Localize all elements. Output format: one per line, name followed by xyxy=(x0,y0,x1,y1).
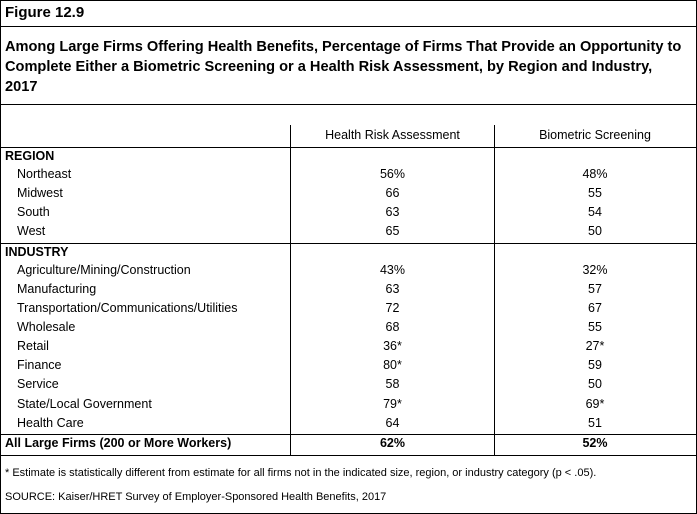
hra-value: 36* xyxy=(383,339,402,353)
row-label: Manufacturing xyxy=(17,282,97,296)
table-row: Retail 36* 27* xyxy=(0,337,697,356)
source-note: SOURCE: Kaiser/HRET Survey of Employer-S… xyxy=(5,491,387,503)
table-row: Finance 80* 59 xyxy=(0,356,697,375)
hra-value: 58 xyxy=(385,377,400,391)
total-biometric-value: 52% xyxy=(582,436,608,450)
biometric-value: 55 xyxy=(588,320,602,334)
table-row: State/Local Government 79* 69* xyxy=(0,395,697,414)
biometric-value: 55 xyxy=(588,186,602,200)
row-label: Finance xyxy=(17,358,62,372)
hra-value: 65 xyxy=(385,224,400,238)
section-heading-industry: INDUSTRY xyxy=(5,245,69,259)
divider xyxy=(0,455,697,456)
hra-value: 63 xyxy=(385,205,400,219)
hra-value: 68 xyxy=(385,320,400,334)
biometric-value: 54 xyxy=(588,205,602,219)
divider xyxy=(0,104,697,105)
figure-title: Among Large Firms Offering Health Benefi… xyxy=(5,39,682,95)
biometric-value: 69* xyxy=(585,397,605,411)
biometric-value: 32% xyxy=(582,263,608,277)
column-divider xyxy=(494,125,495,455)
divider xyxy=(0,26,697,27)
footnote: * Estimate is statistically different fr… xyxy=(5,467,597,479)
table-row: Service 58 50 xyxy=(0,375,697,394)
total-hra-value: 62% xyxy=(379,436,406,450)
row-label: Health Care xyxy=(17,416,84,430)
biometric-value: 48% xyxy=(582,167,608,181)
table-row: Wholesale 68 55 xyxy=(0,318,697,337)
biometric-value: 51 xyxy=(588,416,602,430)
biometric-value: 59 xyxy=(588,358,602,372)
biometric-value: 50 xyxy=(588,377,602,391)
table-row: Health Care 64 51 xyxy=(0,414,697,433)
row-label: South xyxy=(17,205,50,219)
table-row: Agriculture/Mining/Construction 43% 32% xyxy=(0,261,697,280)
hra-value: 64 xyxy=(385,416,400,430)
table-row: Midwest 66 55 xyxy=(0,184,697,203)
column-header-hra: Health Risk Assessment xyxy=(325,128,460,142)
biometric-value: 67 xyxy=(588,301,602,315)
row-label: West xyxy=(17,224,46,238)
hra-value: 66 xyxy=(385,186,400,200)
row-label: Wholesale xyxy=(17,320,76,334)
hra-value: 72 xyxy=(385,301,400,315)
divider xyxy=(0,243,697,244)
row-label: State/Local Government xyxy=(17,397,152,411)
column-header-biometric: Biometric Screening xyxy=(539,128,651,142)
table-row: West 65 50 xyxy=(0,222,697,241)
row-label: Midwest xyxy=(17,186,63,200)
table-row: Transportation/Communications/Utilities … xyxy=(0,299,697,318)
divider xyxy=(0,147,697,148)
row-label: Retail xyxy=(17,339,49,353)
divider xyxy=(0,434,697,435)
row-label: Transportation/Communications/Utilities xyxy=(17,301,238,315)
hra-value: 43% xyxy=(379,263,406,277)
table-row: South 63 54 xyxy=(0,203,697,222)
total-label: All Large Firms (200 or More Workers) xyxy=(5,436,232,450)
hra-value: 79* xyxy=(383,397,402,411)
biometric-value: 27* xyxy=(585,339,605,353)
biometric-value: 50 xyxy=(588,224,602,238)
table-row: Manufacturing 63 57 xyxy=(0,280,697,299)
total-row: All Large Firms (200 or More Workers) 62… xyxy=(0,434,697,453)
row-label: Agriculture/Mining/Construction xyxy=(17,263,191,277)
row-label: Service xyxy=(17,377,59,391)
figure-label: Figure 12.9 xyxy=(5,4,85,21)
row-label: Northeast xyxy=(17,167,72,181)
table-row: Northeast 56% 48% xyxy=(0,165,697,184)
hra-value: 56% xyxy=(379,167,406,181)
biometric-value: 57 xyxy=(588,282,602,296)
section-heading-region: REGION xyxy=(5,149,55,163)
hra-value: 80* xyxy=(383,358,402,372)
column-divider xyxy=(290,125,291,455)
hra-value: 63 xyxy=(385,282,400,296)
